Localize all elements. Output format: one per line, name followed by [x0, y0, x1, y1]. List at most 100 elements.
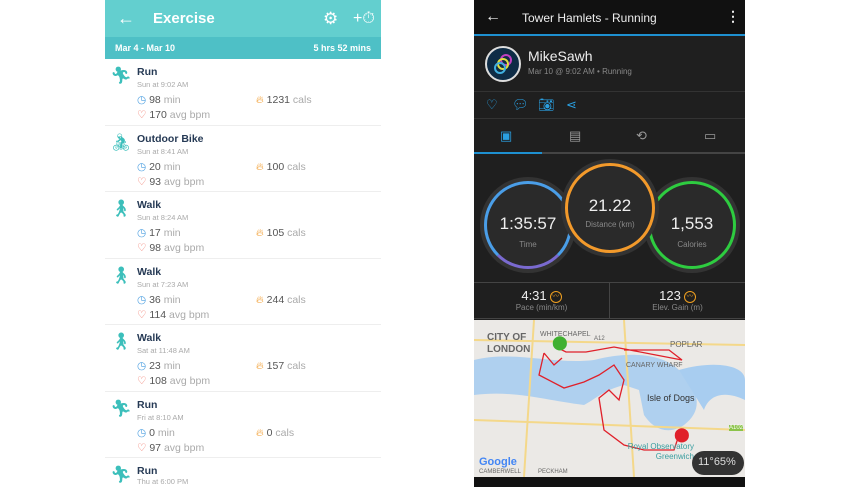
run-icon: 🏃︎: [110, 398, 132, 418]
duration-unit: min: [163, 293, 181, 306]
elevation-stat: 123 〰 Elev. Gain (m): [609, 283, 745, 318]
walk-icon: 🚶︎: [110, 332, 132, 351]
duration: ◷ 36 min: [137, 294, 181, 306]
bpm-unit: avg bpm: [163, 242, 205, 254]
duration: ◷ 17 min: [137, 227, 181, 239]
time-value: 1:35:57: [499, 214, 557, 233]
heart-icon: ♡: [137, 441, 147, 454]
camera-icon[interactable]: 📷︎: [538, 97, 555, 112]
activity-time: Fri at 8:10 AM: [137, 412, 184, 422]
back-arrow-icon[interactable]: ←: [485, 8, 501, 25]
more-menu-icon[interactable]: ⋮: [726, 8, 740, 24]
heart-rate: ♡ 98 avg bpm: [137, 242, 204, 254]
back-arrow-icon[interactable]: ←: [117, 8, 135, 28]
comment-icon[interactable]: 💬︎: [512, 97, 529, 112]
activity-name: Walk: [137, 199, 162, 211]
map-label: WHITECHAPEL: [540, 331, 591, 338]
heart-rate: ♡ 93 avg bpm: [137, 176, 204, 188]
calories: 🔥︎ 105 cals: [256, 227, 306, 240]
heart-like-icon[interactable]: ♡: [486, 97, 498, 112]
bpm-value: 170: [149, 109, 167, 121]
list-item[interactable]: 🏃︎ Run Thu at 6:00 PM: [105, 458, 381, 487]
flame-icon: 🔥︎: [256, 426, 264, 439]
clock-icon: ◷: [137, 94, 147, 106]
map-label: A102: [729, 425, 744, 431]
bpm-value: 93: [149, 175, 162, 188]
list-item[interactable]: 🚶︎ Walk Sun at 8:24 AM ◷ 17 min 🔥︎ 105 c…: [105, 192, 381, 259]
time-circle: 1:35:57 Time: [484, 181, 572, 269]
calories-value: 100: [266, 160, 285, 173]
run-icon: 🏃︎: [110, 465, 132, 484]
distance-value: 21.22: [588, 196, 632, 215]
username[interactable]: MikeSawh: [528, 48, 593, 64]
elevation-label: Elev. Gain (m): [652, 303, 703, 312]
pace-stat: 4:31 〰 Pace (min/km): [474, 283, 609, 318]
flame-icon: 🔥︎: [256, 160, 264, 173]
fitbit-exercise-panel: ← Exercise ⚙ +⏱ Mar 4 - Mar 10 5 hrs 52 …: [105, 0, 381, 487]
share-icon[interactable]: ⋖: [566, 97, 577, 112]
secondary-stats: 4:31 〰 Pace (min/km) 123 〰 Elev. Gain (m): [474, 282, 745, 319]
activity-time: Sun at 7:23 AM: [137, 279, 189, 289]
clock-icon: ◷: [137, 360, 147, 372]
map-label: A12: [594, 336, 605, 342]
route-map[interactable]: ⬤ ⬤ CITY OF LONDON WHITECHAPEL A12 POPLA…: [474, 320, 745, 477]
heart-rate: ♡ 114 avg bpm: [137, 309, 209, 321]
duration-value: 36: [149, 293, 161, 306]
map-label: POPLAR: [670, 340, 703, 349]
list-item[interactable]: 🚶︎ Walk Sun at 7:23 AM ◷ 36 min 🔥︎ 244 c…: [105, 259, 381, 325]
list-item[interactable]: 🚴︎ Outdoor Bike Sun at 8:41 AM ◷ 20 min …: [105, 126, 381, 192]
map-label: Royal Observatory Greenwich: [627, 442, 694, 461]
calories-value: 1231: [266, 94, 290, 106]
date-range: Mar 4 - Mar 10: [115, 43, 176, 53]
flame-icon: 🔥︎: [256, 227, 264, 239]
clock-icon: ◷: [137, 426, 147, 439]
calories: 🔥︎ 1231 cals: [256, 94, 312, 107]
activity-name: Run: [137, 398, 158, 411]
calories: 🔥︎ 244 cals: [256, 294, 306, 307]
week-summary-bar: Mar 4 - Mar 10 5 hrs 52 mins: [105, 37, 381, 59]
bpm-unit: avg bpm: [163, 175, 205, 188]
pulse-icon: 〰: [549, 290, 562, 303]
avatar[interactable]: [485, 46, 521, 82]
bpm-value: 98: [149, 242, 162, 254]
duration-value: 0: [149, 426, 155, 439]
start-marker-icon[interactable]: ⬤: [552, 334, 568, 350]
add-exercise-stopwatch-icon[interactable]: +⏱: [353, 9, 375, 27]
calories-value: 1,553: [670, 214, 714, 233]
calories-circle: 1,553 Calories: [648, 181, 736, 269]
distance-label: Distance (km): [585, 220, 635, 229]
calories-value: 105: [266, 227, 285, 239]
duration: ◷ 0 min: [137, 427, 175, 439]
tab-laps-icon[interactable]: ⟲: [636, 128, 647, 143]
duration: ◷ 20 min: [137, 161, 181, 173]
list-item[interactable]: 🏃︎ Run Fri at 8:10 AM ◷ 0 min 🔥︎ 0 cals …: [105, 392, 381, 458]
map-label: CANARY WHARF: [626, 362, 683, 369]
gear-icon[interactable]: ⚙: [323, 8, 339, 28]
duration-value: 20: [149, 160, 161, 173]
calories: 🔥︎ 157 cals: [256, 360, 306, 373]
tab-details-icon[interactable]: ▤: [569, 128, 582, 143]
calories-unit: cals: [287, 227, 306, 239]
app-header: ← Exercise ⚙ +⏱: [105, 0, 381, 37]
heart-icon: ♡: [137, 175, 147, 188]
activity-name: Outdoor Bike: [137, 132, 204, 145]
weather-badge: 11°65%: [692, 451, 744, 475]
activity-name: Run: [137, 66, 158, 78]
bpm-unit: avg bpm: [169, 375, 211, 387]
map-label: Isle of Dogs: [647, 393, 695, 403]
garmin-activity-panel: ← Tower Hamlets - Running ⋮ MikeSawh Mar…: [474, 0, 745, 487]
list-item[interactable]: 🚶︎ Walk Sat at 11:48 AM ◷ 23 min 🔥︎ 157 …: [105, 325, 381, 392]
bpm-unit: avg bpm: [163, 441, 205, 454]
finish-marker-icon[interactable]: ⬤: [674, 426, 690, 442]
calories-unit: cals: [287, 360, 306, 372]
heart-icon: ♡: [137, 109, 147, 121]
time-label: Time: [519, 240, 537, 249]
tab-overview-icon[interactable]: ▣: [500, 128, 513, 143]
calories-unit: cals: [292, 94, 312, 106]
tab-charts-icon[interactable]: ▭: [704, 128, 717, 143]
duration-unit: min: [163, 227, 181, 239]
list-item[interactable]: 🏃︎ Run Sun at 9:02 AM ◷ 98 min 🔥︎ 1231 c…: [105, 59, 381, 126]
pulse-icon: 〰: [683, 290, 696, 303]
activity-time: Sun at 8:24 AM: [137, 213, 189, 222]
bike-icon: 🚴︎: [110, 132, 132, 152]
